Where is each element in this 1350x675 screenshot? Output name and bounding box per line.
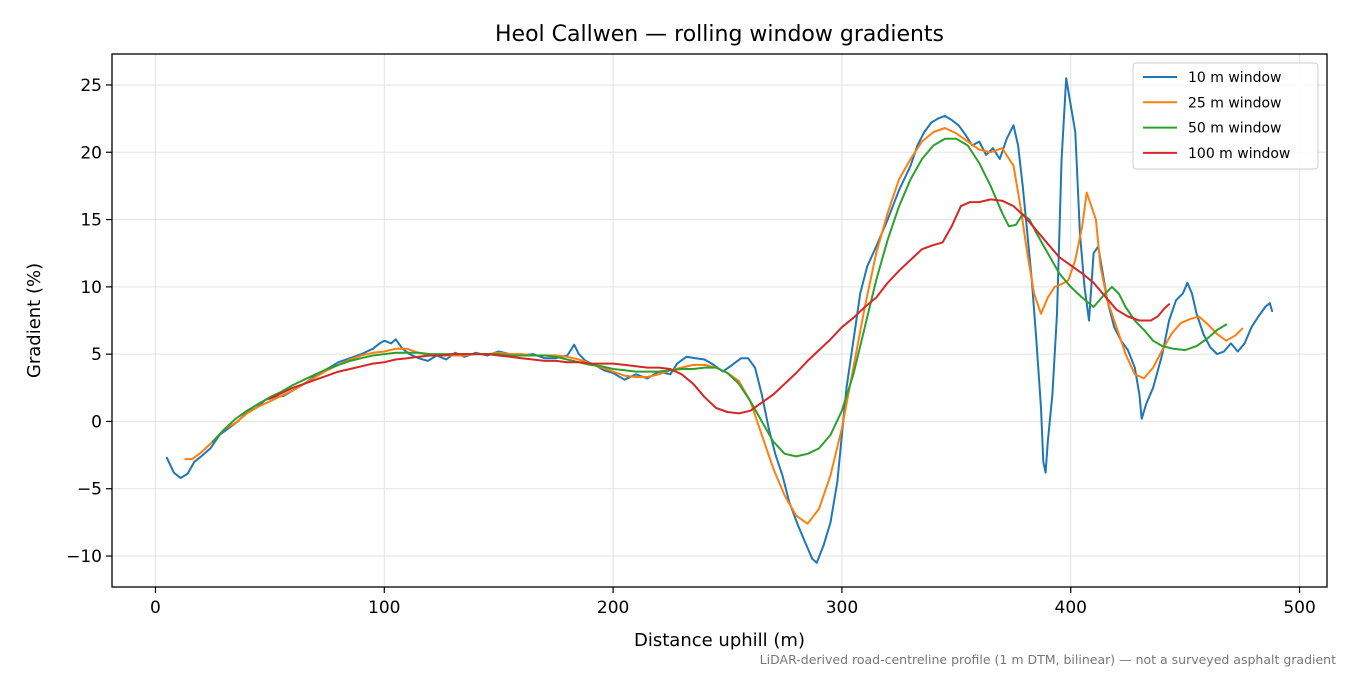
x-axis-label: Distance uphill (m) [634,630,805,651]
legend-label-3: 50 m window [1188,121,1281,137]
series-line-3 [211,137,1228,458]
series-line-4 [268,198,1171,415]
legend: 10 m window 25 m window 50 m window 100 m w… [1132,62,1319,170]
axis-ticks: 0 100 200 300 400 500 −10 −5 0 5 10 15 20 25 [66,76,1316,618]
series-line-1 [165,77,1274,564]
series-lines [165,77,1274,564]
x-tick-label: 400 [1055,598,1087,618]
y-tick-label: 5 [91,345,102,365]
legend-box [1132,62,1319,170]
y-tick-label: −5 [77,480,102,500]
y-tick-label: 0 [91,412,102,432]
chart-title: Heol Callwen — rolling window gradients [495,22,944,47]
x-tick-label: 300 [826,598,858,618]
y-tick-label: −10 [66,547,102,567]
y-axis-label: Gradient (%) [24,263,45,378]
legend-label-1: 10 m window [1188,70,1281,86]
y-tick-label: 20 [80,143,102,163]
y-tick-label: 15 [80,211,102,231]
x-tick-label: 100 [368,598,400,618]
legend-label-2: 25 m window [1188,95,1281,111]
x-tick-label: 500 [1283,598,1315,618]
legend-label-4: 100 m window [1188,146,1290,162]
footnote: LiDAR-derived road-centreline profile (1… [760,652,1336,667]
plot-area-frame [111,53,1328,588]
x-tick-label: 200 [597,598,629,618]
x-tick-label: 0 [150,598,161,618]
series-line-2 [184,127,1244,525]
y-tick-label: 10 [80,278,102,298]
y-tick-label: 25 [80,76,102,96]
